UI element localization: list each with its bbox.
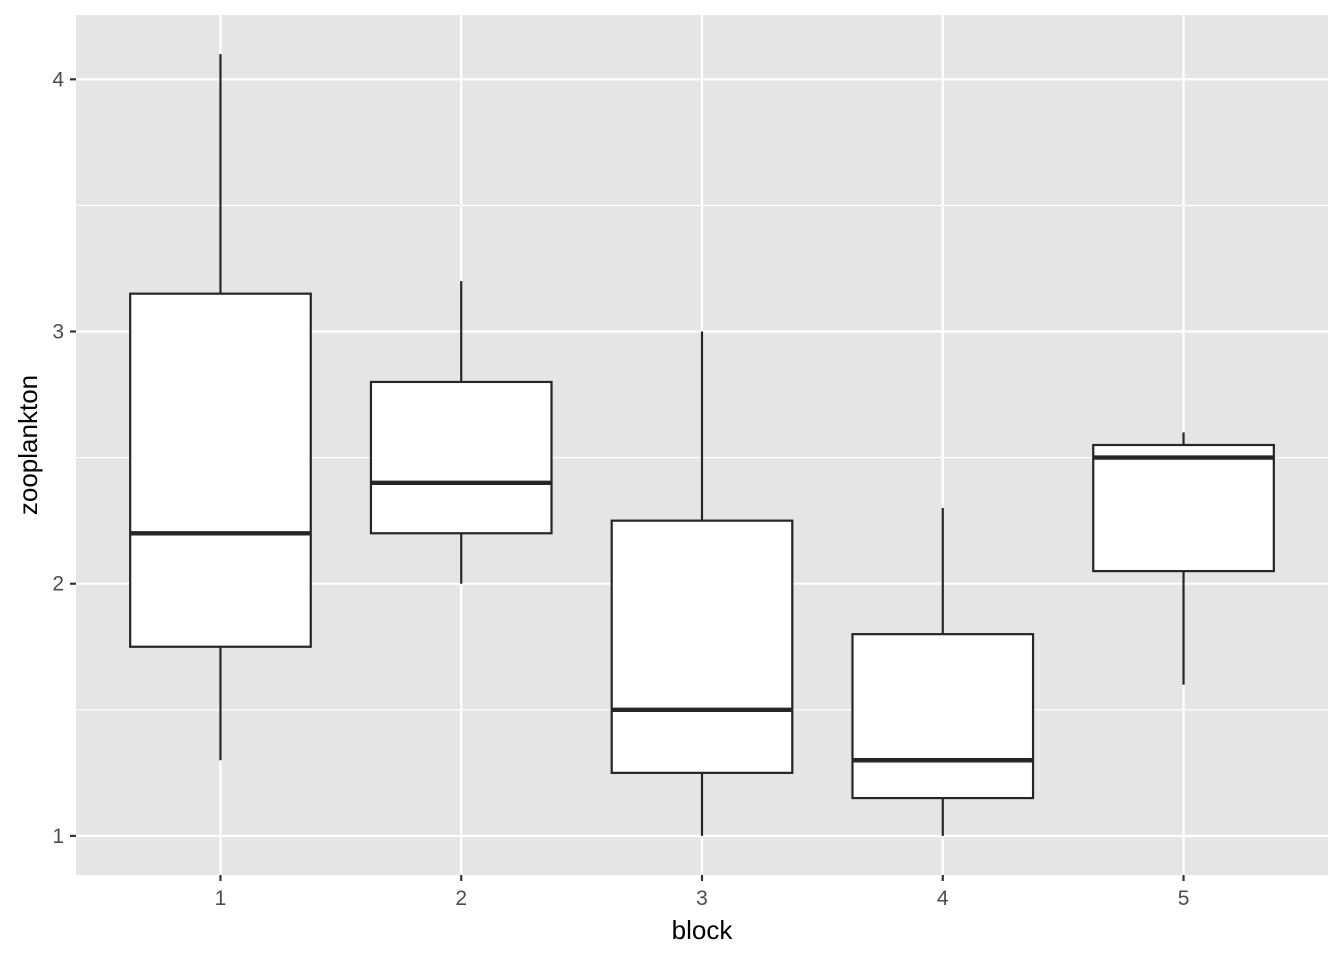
interquartile-box <box>1092 443 1275 573</box>
y-axis-title: zooplankton <box>13 375 43 515</box>
boxes <box>129 54 1275 836</box>
box-5 <box>1092 432 1275 685</box>
y-tick-label: 2 <box>52 573 64 596</box>
axes: 1 2 3 4 1 2 3 4 5 <box>52 68 1189 910</box>
interquartile-box <box>129 292 312 648</box>
x-tick-label: 5 <box>1178 887 1190 910</box>
x-tick-label: 2 <box>455 887 467 910</box>
box-4 <box>851 508 1035 836</box>
box-1 <box>129 54 312 761</box>
y-tick-label: 1 <box>52 825 64 848</box>
x-tick-label: 1 <box>215 887 227 910</box>
interquartile-box <box>610 519 794 774</box>
box-2 <box>369 281 553 584</box>
x-tick-label: 4 <box>937 887 949 910</box>
y-tick-label: 3 <box>52 321 64 344</box>
x-tick-label: 3 <box>696 887 708 910</box>
x-axis-title: block <box>672 915 734 945</box>
box-3 <box>610 331 794 836</box>
y-tick-label: 4 <box>52 68 64 91</box>
interquartile-box <box>369 380 553 535</box>
interquartile-box <box>851 633 1035 800</box>
